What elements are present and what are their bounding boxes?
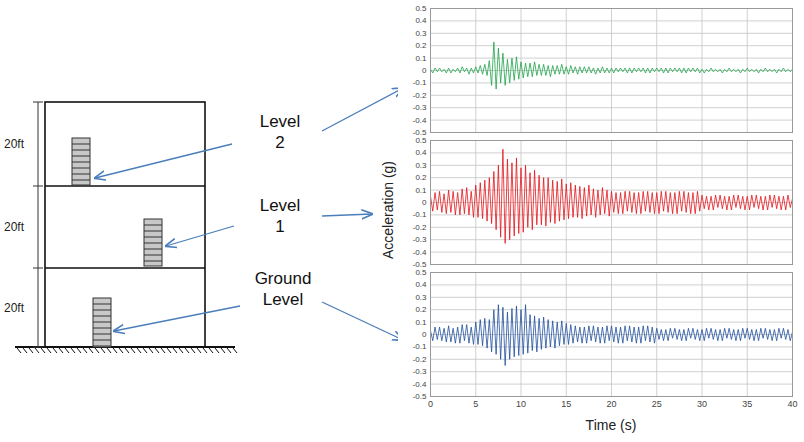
svg-text:-0.1: -0.1: [413, 342, 427, 351]
svg-text:0.3: 0.3: [415, 29, 427, 38]
svg-text:-0.1: -0.1: [413, 78, 427, 87]
svg-text:Level2: Level2: [260, 112, 301, 152]
svg-text:20: 20: [606, 399, 616, 409]
svg-text:0.5: 0.5: [415, 136, 427, 145]
svg-text:-0.4: -0.4: [413, 380, 427, 389]
svg-text:-0.3: -0.3: [413, 367, 427, 376]
svg-text:0.3: 0.3: [415, 293, 427, 302]
svg-text:0.4: 0.4: [415, 148, 427, 157]
svg-text:0: 0: [422, 330, 427, 339]
svg-text:0.5: 0.5: [415, 268, 427, 277]
html-text:Time (s): Time (s): [585, 417, 637, 433]
svg-text:0.2: 0.2: [415, 305, 427, 314]
svg-text:0.5: 0.5: [415, 4, 427, 13]
svg-text:40: 40: [787, 399, 797, 409]
svg-text:-0.2: -0.2: [413, 223, 427, 232]
svg-text:30: 30: [697, 399, 707, 409]
svg-text:0: 0: [422, 66, 427, 75]
svg-text:0.4: 0.4: [415, 280, 427, 289]
svg-text:5: 5: [473, 399, 478, 409]
svg-text:0.1: 0.1: [415, 54, 427, 63]
svg-text:GroundLevel: GroundLevel: [255, 269, 312, 309]
svg-text:20ft: 20ft: [4, 220, 25, 234]
svg-text:-0.4: -0.4: [413, 248, 427, 257]
svg-text:0.3: 0.3: [415, 161, 427, 170]
svg-text:0.4: 0.4: [415, 16, 427, 25]
svg-text:35: 35: [742, 399, 752, 409]
svg-text:Level1: Level1: [260, 196, 301, 236]
svg-text:20ft: 20ft: [4, 301, 25, 315]
svg-text:20ft: 20ft: [4, 137, 25, 151]
svg-text:0.2: 0.2: [415, 41, 427, 50]
svg-text:-0.1: -0.1: [413, 210, 427, 219]
svg-text:0: 0: [428, 399, 433, 409]
svg-text:-0.5: -0.5: [413, 128, 427, 136]
html-text:Acceleration (g): Acceleration (g): [380, 161, 396, 259]
svg-text:25: 25: [652, 399, 662, 409]
svg-text:-0.4: -0.4: [413, 116, 427, 125]
svg-text:15: 15: [561, 399, 571, 409]
svg-text:0.2: 0.2: [415, 173, 427, 182]
svg-text:-0.2: -0.2: [413, 91, 427, 100]
svg-text:-0.3: -0.3: [413, 103, 427, 112]
svg-text:0: 0: [422, 198, 427, 207]
svg-text:0.1: 0.1: [415, 186, 427, 195]
svg-text:-0.5: -0.5: [413, 392, 427, 401]
svg-text:-0.2: -0.2: [413, 355, 427, 364]
svg-text:-0.5: -0.5: [413, 260, 427, 268]
svg-text:0.1: 0.1: [415, 318, 427, 327]
svg-text:-0.3: -0.3: [413, 235, 427, 244]
svg-text:10: 10: [516, 399, 526, 409]
